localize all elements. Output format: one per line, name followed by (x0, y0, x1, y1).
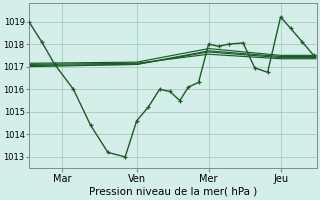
X-axis label: Pression niveau de la mer( hPa ): Pression niveau de la mer( hPa ) (89, 187, 257, 197)
